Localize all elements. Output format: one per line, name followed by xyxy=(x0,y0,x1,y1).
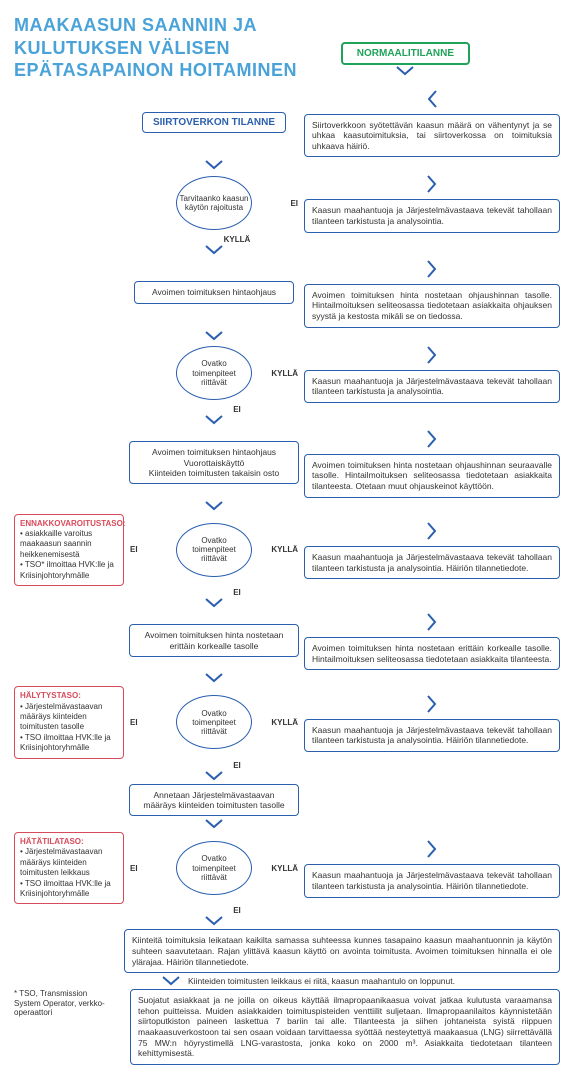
footnote: * TSO, Transmission System Operator, ver… xyxy=(14,989,114,1018)
chevron-down-icon xyxy=(203,330,225,342)
chevron-right-icon xyxy=(426,693,438,715)
decision-1: Tarvitaanko kaasun käytön rajoitusta xyxy=(176,176,252,230)
level-alert-title: HÄLYTYSTASO: xyxy=(20,691,118,701)
chevron-down-icon xyxy=(203,915,225,927)
callout-network: Siirtoverkkoon syötettävän kaasun määrä … xyxy=(304,114,560,158)
label-no: EI xyxy=(233,906,241,915)
action-2: Avoimen toimituksen hintaohjaus Vuorotta… xyxy=(129,441,299,484)
stage-network: SIIRTOVERKON TILANNE xyxy=(142,112,286,133)
label-no: EI xyxy=(290,199,298,208)
chevron-down-icon xyxy=(203,770,225,782)
chevron-right-icon xyxy=(426,838,438,860)
chevron-right-icon xyxy=(426,428,438,450)
callout-d4: Kaasun maahantuoja ja Järjestelmävastaav… xyxy=(304,719,560,752)
label-yes: KYLLÄ xyxy=(224,235,251,244)
header: MAAKAASUN SAANNIN JA KULUTUKSEN VÄLISEN … xyxy=(14,14,560,88)
label-no: EI xyxy=(233,405,241,414)
label-yes: KYLLÄ xyxy=(271,545,298,554)
chevron-right-icon xyxy=(426,611,438,633)
chevron-down-icon xyxy=(203,818,225,830)
callout-d1: Kaasun maahantuoja ja Järjestelmävastaav… xyxy=(304,199,560,232)
level-warn-items: • asiakkaille varoitus maakaasun saannin… xyxy=(20,529,118,581)
action-1: Avoimen toimituksen hintaohjaus xyxy=(134,281,294,303)
label-no: EI xyxy=(130,864,138,873)
decision-4: Ovatko toimenpiteet riittävät xyxy=(176,695,252,749)
chevron-left-icon xyxy=(426,88,438,110)
chevron-right-icon xyxy=(426,344,438,366)
label-no: EI xyxy=(130,718,138,727)
label-no: EI xyxy=(233,761,241,770)
callout-a3: Avoimen toimituksen hinta nostetaan erit… xyxy=(304,637,560,670)
level-alert: HÄLYTYSTASO: • Järjestelmävastaavan määr… xyxy=(14,686,124,758)
label-yes: KYLLÄ xyxy=(271,718,298,727)
chevron-down-icon xyxy=(203,244,225,256)
chevron-down-icon xyxy=(203,414,225,426)
decision-5: Ovatko toimenpiteet riittävät xyxy=(176,841,252,895)
chevron-right-icon xyxy=(426,173,438,195)
chevron-down-icon xyxy=(203,159,225,171)
level-warn: ENNAKKOVAROITUSTASO: • asiakkaille varoi… xyxy=(14,514,124,586)
chevron-right-icon xyxy=(426,520,438,542)
final-2: Suojatut asiakkaat ja ne joilla on oikeu… xyxy=(130,989,560,1065)
label-yes: KYLLÄ xyxy=(271,369,298,378)
normal-state-box: NORMAALITILANNE xyxy=(341,42,470,65)
label-yes: KYLLÄ xyxy=(271,864,298,873)
callout-d3: Kaasun maahantuoja ja Järjestelmävastaav… xyxy=(304,546,560,579)
final-1: Kiinteitä toimituksia leikataan kaikilta… xyxy=(124,929,560,973)
callout-d2: Kaasun maahantuoja ja Järjestelmävastaav… xyxy=(304,370,560,403)
chevron-down-icon xyxy=(203,500,225,512)
callout-a1: Avoimen toimituksen hinta nostetaan ohja… xyxy=(304,284,560,328)
chevron-down-icon xyxy=(203,672,225,684)
chevron-down-icon xyxy=(203,597,225,609)
decision-2: Ovatko toimenpiteet riittävät xyxy=(176,346,252,400)
callout-a2: Avoimen toimituksen hinta nostetaan ohja… xyxy=(304,454,560,498)
action-3: Avoimen toimituksen hinta nostetaan erit… xyxy=(129,624,299,656)
level-alert-items: • Järjestelmävastaavan määräys kiinteide… xyxy=(20,702,118,754)
page-title: MAAKAASUN SAANNIN JA KULUTUKSEN VÄLISEN … xyxy=(14,14,314,82)
final-mid-row: Kiinteiden toimitusten leikkaus ei riitä… xyxy=(124,975,560,987)
chevron-down-icon xyxy=(160,975,182,987)
chevron-right-icon xyxy=(426,258,438,280)
decision-3: Ovatko toimenpiteet riittävät xyxy=(176,523,252,577)
action-4: Annetaan Järjestelmävastaavan määräys ki… xyxy=(129,784,299,816)
level-warn-title: ENNAKKOVAROITUSTASO: xyxy=(20,519,118,529)
label-no: EI xyxy=(233,588,241,597)
level-emerg-title: HÄTÄTILATASO: xyxy=(20,837,118,847)
level-emerg: HÄTÄTILATASO: • Järjestelmävastaavan mää… xyxy=(14,832,124,904)
chevron-down-icon xyxy=(394,65,416,77)
callout-d5: Kaasun maahantuoja ja Järjestelmävastaav… xyxy=(304,864,560,897)
final-mid: Kiinteiden toimitusten leikkaus ei riitä… xyxy=(188,976,455,986)
label-no: EI xyxy=(130,545,138,554)
level-emerg-items: • Järjestelmävastaavan määräys kiinteide… xyxy=(20,847,118,899)
